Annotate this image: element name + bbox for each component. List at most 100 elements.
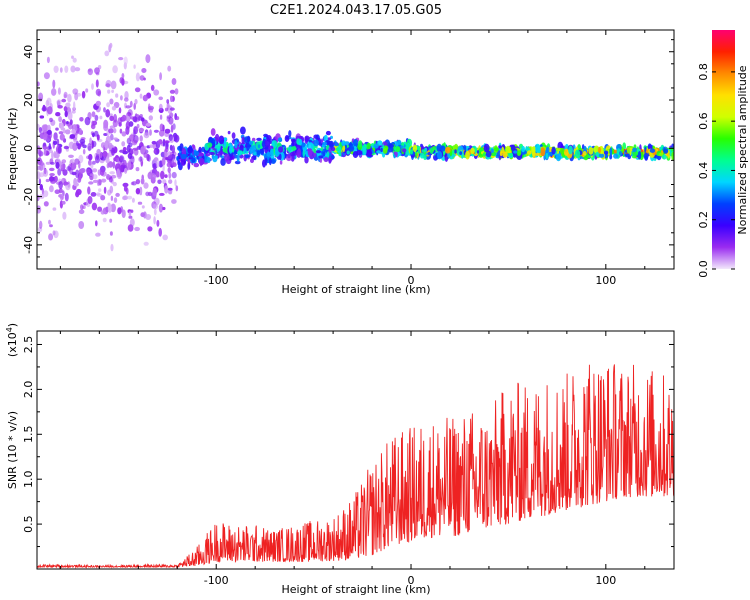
heatmap-cell <box>120 95 123 101</box>
heatmap-cell <box>164 146 169 153</box>
heatmap-cell <box>137 116 143 121</box>
heatmap-cell <box>158 96 163 101</box>
heatmap-cell <box>88 181 94 185</box>
heatmap-cell <box>100 178 107 183</box>
heatmap-cell <box>109 125 116 129</box>
heatmap-marks <box>37 42 674 252</box>
heatmap-cell <box>415 152 418 157</box>
heatmap-cell <box>92 140 97 148</box>
colorbar-gradient <box>712 30 735 269</box>
heatmap-cell <box>527 150 532 155</box>
heatmap-cell <box>107 89 111 94</box>
heatmap-cell <box>207 142 213 148</box>
heatmap-cell <box>551 146 556 155</box>
heatmap-cell <box>85 168 91 174</box>
heatmap-cell <box>319 158 323 163</box>
x-tick-label: 100 <box>595 274 616 287</box>
heatmap-cell <box>125 105 131 109</box>
heatmap-cell <box>603 150 609 155</box>
heatmap-cell <box>121 73 125 79</box>
heatmap-cell <box>249 140 254 145</box>
heatmap-cell <box>125 126 130 135</box>
heatmap-cell <box>51 88 57 96</box>
heatmap-cell <box>234 140 238 149</box>
heatmap-cell <box>143 77 146 81</box>
heatmap-cell <box>157 179 162 185</box>
heatmap-x-axis: -100 0 100 <box>59 30 646 287</box>
heatmap-cell <box>509 152 513 157</box>
heatmap-cell <box>521 145 526 153</box>
heatmap-cell <box>171 171 177 179</box>
heatmap-cell <box>598 153 605 158</box>
heatmap-cell <box>198 157 205 166</box>
heatmap-cell <box>110 174 117 179</box>
heatmap-cell <box>71 162 77 170</box>
heatmap-cell <box>79 117 84 122</box>
heatmap-cell <box>78 160 81 169</box>
heatmap-cell <box>115 192 120 197</box>
colorbar-tick-label: 0.6 <box>697 112 710 130</box>
heatmap-cell <box>92 168 98 173</box>
heatmap-cell <box>264 157 268 166</box>
heatmap-cell <box>145 214 152 220</box>
heatmap-cell <box>659 152 663 157</box>
heatmap-cell <box>236 154 240 162</box>
heatmap-cell <box>214 155 219 159</box>
heatmap-cell <box>663 148 669 154</box>
heatmap-cell <box>147 226 153 232</box>
heatmap-cell <box>502 151 508 158</box>
heatmap-cell <box>52 79 56 89</box>
heatmap-cell <box>373 143 379 149</box>
y-tick-label: 1.0 <box>22 470 35 488</box>
heatmap-cell <box>95 100 101 107</box>
heatmap-cell <box>82 144 87 149</box>
colorbar-label: Normalized spectral amplitude <box>736 65 749 234</box>
heatmap-cell <box>393 154 396 159</box>
heatmap-cell <box>70 158 75 164</box>
heatmap-cell <box>162 164 165 172</box>
heatmap-cell <box>153 149 157 154</box>
snr-x-axis-label: Height of straight line (km) <box>281 583 430 596</box>
heatmap-cell <box>48 219 51 225</box>
heatmap-cell <box>68 154 74 158</box>
heatmap-cell <box>95 72 100 76</box>
heatmap-cell <box>54 189 61 194</box>
heatmap-cell <box>133 64 136 69</box>
heatmap-cell <box>395 146 401 153</box>
heatmap-cell <box>53 132 58 141</box>
heatmap-cell <box>150 84 155 91</box>
heatmap-cell <box>46 106 53 115</box>
heatmap-cell <box>540 147 546 157</box>
heatmap-cell <box>256 150 261 156</box>
heatmap-cell <box>155 159 160 168</box>
heatmap-cell <box>564 144 569 150</box>
heatmap-cell <box>176 156 179 161</box>
heatmap-cell <box>58 131 64 135</box>
heatmap-cell <box>245 154 249 159</box>
heatmap-cell <box>174 179 177 187</box>
heatmap-cell <box>459 151 463 156</box>
heatmap-cell <box>145 191 150 197</box>
heatmap-cell <box>95 232 101 237</box>
heatmap-cell <box>63 94 67 99</box>
y-tick-label: 20 <box>22 93 35 107</box>
heatmap-cell <box>50 161 55 165</box>
heatmap-cell <box>104 50 110 57</box>
heatmap-cell <box>299 138 303 146</box>
heatmap-cell <box>94 114 99 121</box>
heatmap-cell <box>150 173 156 182</box>
heatmap-cell <box>46 56 50 64</box>
heatmap-cell <box>91 120 95 127</box>
heatmap-cell <box>123 185 128 192</box>
heatmap-cell <box>112 161 116 169</box>
heatmap-cell <box>632 155 637 159</box>
heatmap-cell <box>43 201 49 207</box>
heatmap-cell <box>64 129 71 135</box>
heatmap-cell <box>159 72 163 81</box>
heatmap-cell <box>131 181 137 186</box>
heatmap-cell <box>42 146 48 150</box>
heatmap-cell <box>348 145 355 152</box>
heatmap-cell <box>65 102 71 108</box>
heatmap-cell <box>118 107 122 114</box>
x-tick-label: 0 <box>408 274 415 287</box>
